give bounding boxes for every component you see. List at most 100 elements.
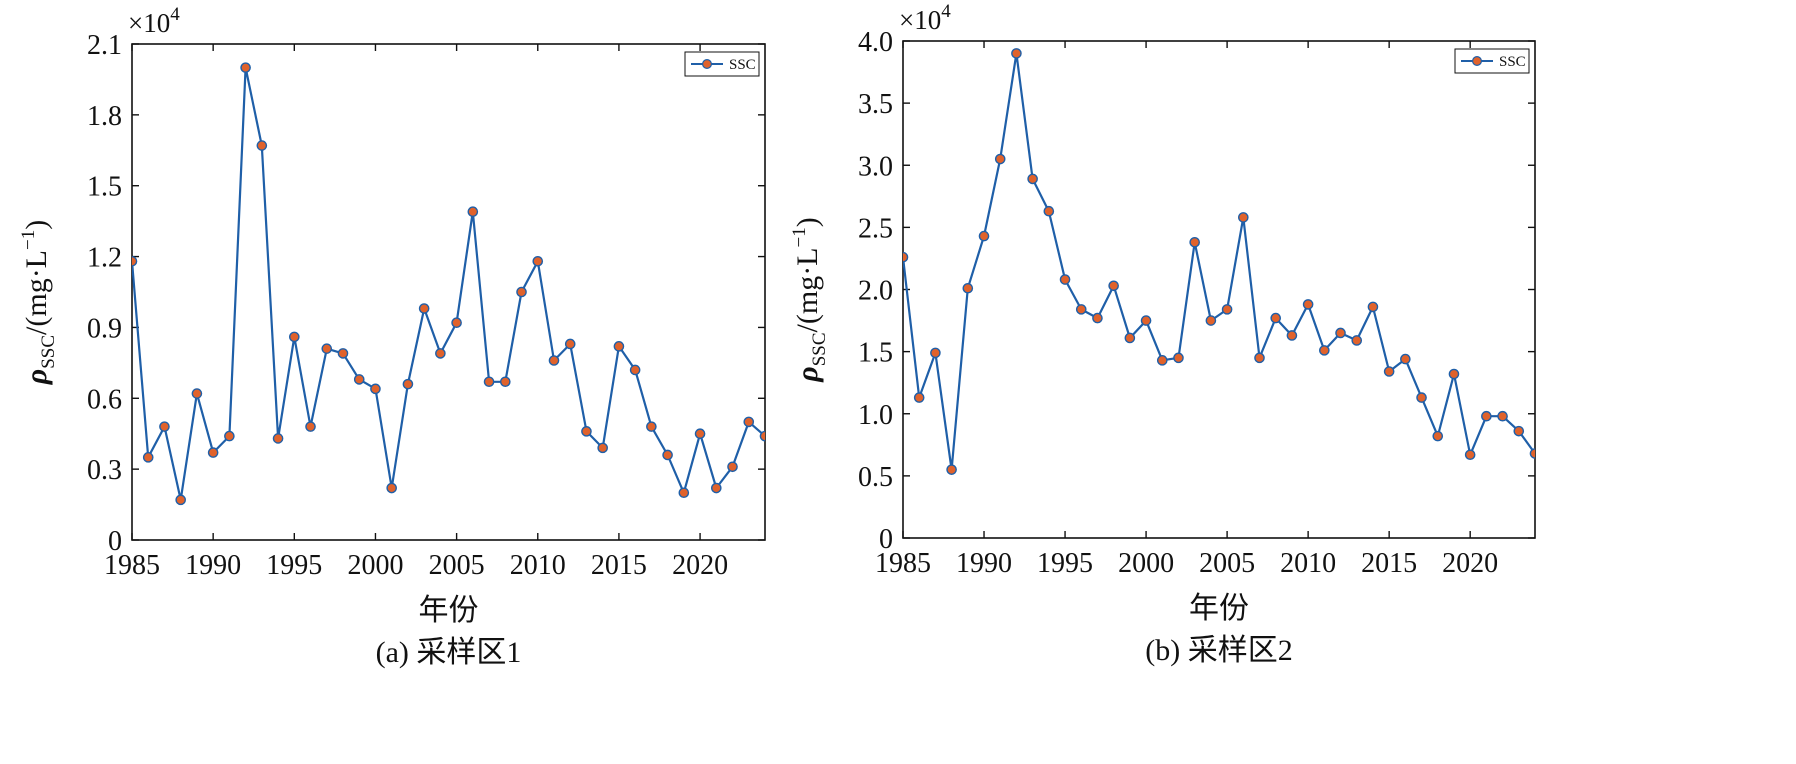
y-label-unit: /(mg·L bbox=[791, 247, 824, 332]
x-tick-label: 1990 bbox=[185, 550, 241, 581]
legend-marker bbox=[701, 58, 712, 69]
data-point bbox=[142, 452, 154, 463]
data-point bbox=[1432, 430, 1444, 442]
data-point bbox=[516, 286, 527, 298]
data-point bbox=[1124, 332, 1136, 344]
y-tick-label: 1.2 bbox=[87, 243, 122, 274]
series-line bbox=[903, 52, 1535, 471]
data-point bbox=[629, 364, 641, 376]
x-tick-label: 2010 bbox=[1280, 548, 1336, 579]
x-tick-label: 2020 bbox=[672, 550, 728, 581]
y-label-close: ) bbox=[791, 217, 824, 227]
data-point bbox=[500, 376, 511, 388]
data-point bbox=[646, 421, 657, 432]
y-label-close: ) bbox=[20, 220, 53, 230]
data-point bbox=[994, 153, 1006, 165]
legend-label: SSC bbox=[1499, 54, 1526, 70]
y-tick-label: 1.8 bbox=[87, 101, 122, 132]
y-label-unit: /(mg·L bbox=[20, 250, 53, 335]
y-label-sup: −1 bbox=[789, 227, 810, 247]
y-label-rho: ρ bbox=[791, 366, 824, 382]
data-point bbox=[1319, 345, 1330, 356]
chart-panel-b: 1985 1990 1995 2000 2005 2010 2015 2020 0 0.5 1.0 1… bbox=[789, 1, 1536, 667]
data-point bbox=[1221, 304, 1233, 315]
data-point bbox=[256, 140, 268, 151]
x-tick-label: 2020 bbox=[1442, 548, 1498, 579]
data-point bbox=[548, 355, 560, 366]
data-point bbox=[1059, 274, 1071, 285]
data-point bbox=[483, 376, 495, 388]
x-axis-label: 年份 bbox=[419, 594, 479, 627]
data-point bbox=[1497, 410, 1508, 422]
y-axis-label: ρSSC/(mg·L−1) bbox=[789, 217, 830, 382]
y-tick-label: 0 bbox=[879, 524, 893, 555]
x-tick-label: 1990 bbox=[956, 548, 1012, 579]
data-point bbox=[1383, 366, 1395, 377]
data-point bbox=[727, 461, 738, 473]
y-tick-label: 3.5 bbox=[858, 89, 893, 120]
data-point bbox=[1286, 330, 1298, 341]
x-tick-label: 1985 bbox=[875, 548, 931, 579]
data-point bbox=[224, 430, 235, 442]
data-point bbox=[1448, 368, 1460, 380]
y-tick-label: 0.5 bbox=[858, 462, 893, 493]
data-point bbox=[564, 338, 576, 350]
plot-frame bbox=[131, 43, 766, 541]
data-point bbox=[337, 348, 349, 359]
data-point bbox=[1173, 352, 1184, 364]
data-point bbox=[711, 482, 722, 494]
data-point bbox=[1205, 315, 1217, 326]
data-point bbox=[1108, 280, 1119, 292]
plot-frame bbox=[902, 40, 1536, 539]
figure-caption: (b) 采样区2 bbox=[1145, 634, 1292, 667]
series-ssc bbox=[132, 62, 765, 506]
x-tick-label: 1985 bbox=[104, 550, 160, 581]
y-tick-label: 0 bbox=[108, 526, 122, 557]
data-point bbox=[913, 392, 925, 403]
data-point bbox=[1481, 410, 1492, 422]
data-point bbox=[1513, 425, 1525, 437]
data-point bbox=[613, 341, 625, 352]
data-point bbox=[759, 430, 765, 442]
data-point bbox=[532, 255, 544, 267]
x-tick-label: 2000 bbox=[347, 550, 403, 581]
data-point bbox=[132, 255, 138, 267]
data-point bbox=[418, 303, 430, 314]
data-point bbox=[159, 421, 170, 432]
data-point bbox=[305, 421, 316, 432]
data-point bbox=[1027, 173, 1038, 185]
legend: SSC bbox=[1454, 48, 1530, 74]
data-point bbox=[467, 206, 479, 217]
legend-label: SSC bbox=[729, 57, 756, 73]
data-point bbox=[1302, 299, 1314, 310]
y-axis-label: ρSSC/(mg·L−1) bbox=[18, 220, 59, 385]
x-tick-label: 2000 bbox=[1118, 548, 1174, 579]
y-tick-label: 2.0 bbox=[858, 276, 893, 307]
x-tick-label: 1995 bbox=[266, 550, 322, 581]
y-multiplier-base: ×10 bbox=[899, 5, 941, 35]
data-point bbox=[1238, 212, 1249, 223]
y-label-sub: SSC bbox=[809, 332, 830, 366]
data-point bbox=[978, 230, 990, 242]
data-point bbox=[1400, 353, 1411, 365]
y-tick-label: 0.9 bbox=[87, 313, 122, 344]
series-line bbox=[132, 66, 765, 501]
data-point bbox=[1189, 236, 1200, 248]
y-tick-label: 1.0 bbox=[858, 400, 893, 431]
data-point bbox=[1464, 449, 1476, 461]
x-tick-label: 1995 bbox=[1037, 548, 1093, 579]
data-point bbox=[402, 378, 414, 390]
data-point bbox=[386, 482, 397, 494]
y-multiplier: ×104 bbox=[128, 4, 180, 38]
data-point bbox=[1092, 312, 1103, 324]
data-point bbox=[930, 347, 941, 359]
data-point bbox=[743, 416, 755, 428]
data-point bbox=[946, 464, 957, 475]
data-point bbox=[1011, 48, 1022, 59]
y-multiplier: ×104 bbox=[899, 1, 951, 35]
y-multiplier-exp: 4 bbox=[941, 1, 951, 22]
y-multiplier-base: ×10 bbox=[128, 8, 170, 38]
data-point bbox=[962, 282, 974, 294]
data-point bbox=[175, 494, 186, 506]
